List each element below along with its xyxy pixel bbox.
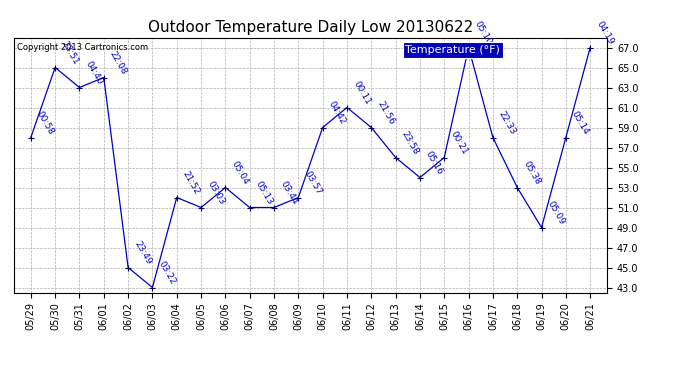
- Title: Outdoor Temperature Daily Low 20130622: Outdoor Temperature Daily Low 20130622: [148, 20, 473, 35]
- Text: 05:13: 05:13: [254, 179, 275, 206]
- Text: 05:14: 05:14: [570, 109, 591, 136]
- Text: 04:42: 04:42: [327, 99, 347, 126]
- Text: 23:49: 23:49: [132, 239, 153, 266]
- Text: 00:21: 00:21: [448, 129, 469, 156]
- Text: 04:40: 04:40: [83, 59, 104, 86]
- Text: 03:22: 03:22: [157, 260, 177, 286]
- Text: 21:52: 21:52: [181, 170, 201, 196]
- Text: 00:58: 00:58: [35, 109, 56, 136]
- Text: 05:16: 05:16: [424, 149, 445, 176]
- Text: 05:09: 05:09: [546, 199, 566, 226]
- Text: 23:51: 23:51: [59, 39, 80, 66]
- Text: 21:56: 21:56: [375, 99, 396, 126]
- Text: Copyright 2013 Cartronics.com: Copyright 2013 Cartronics.com: [17, 43, 148, 52]
- Text: Temperature (°F): Temperature (°F): [406, 45, 500, 55]
- Text: 23:58: 23:58: [400, 129, 420, 156]
- Text: 22:33: 22:33: [497, 110, 518, 136]
- Text: 22:08: 22:08: [108, 50, 128, 76]
- Text: 03:57: 03:57: [302, 169, 323, 196]
- Text: 05:38: 05:38: [522, 159, 542, 186]
- Text: 00:11: 00:11: [351, 79, 372, 106]
- Text: 03:03: 03:03: [205, 179, 226, 206]
- Text: 05:10: 05:10: [473, 19, 493, 46]
- Text: 03:44: 03:44: [278, 179, 299, 206]
- Text: 05:04: 05:04: [230, 159, 250, 186]
- Text: 04:19: 04:19: [594, 19, 615, 46]
